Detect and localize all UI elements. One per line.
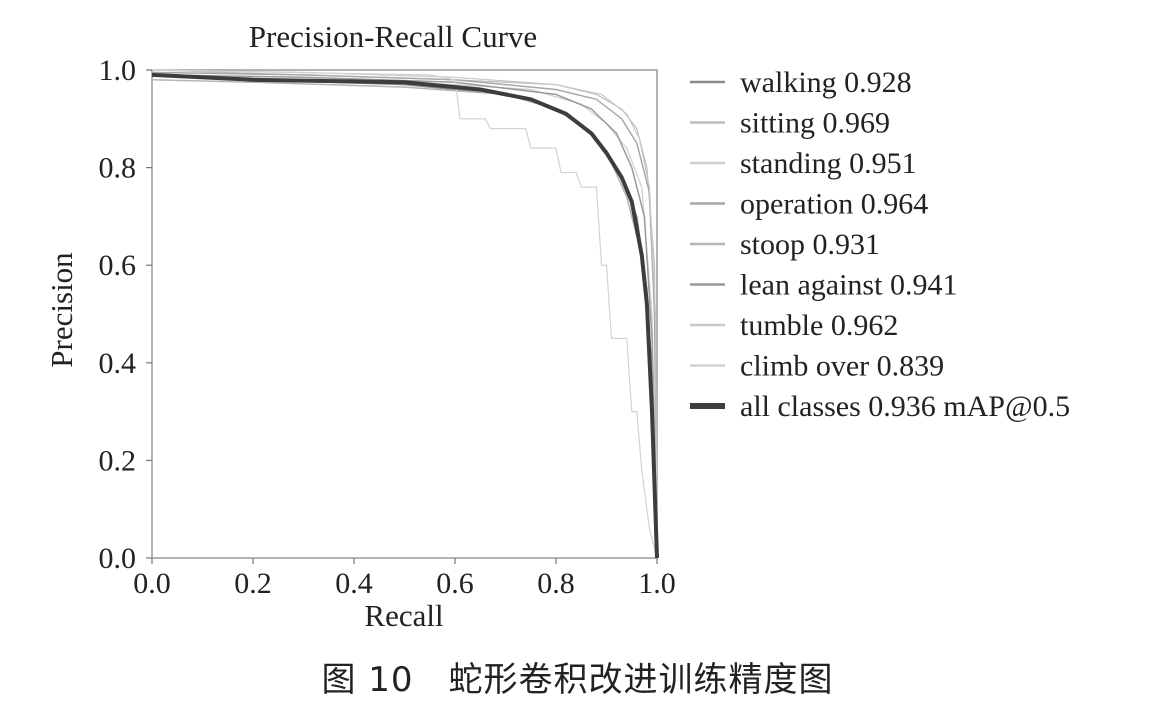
- y-tick-label: 0.4: [99, 347, 137, 380]
- legend-entry-7: tumble 0.962: [740, 309, 898, 342]
- legend-entry-9: all classes 0.936 mAP@0.5: [740, 390, 1070, 423]
- plot-area: 0.0 0.2 0.4 0.6 0.8 1.0 0.0 0.2 0.4 0.6 0.8 1.0: [99, 54, 676, 600]
- series-line-3: [151, 74, 658, 559]
- series-line-4: [151, 71, 658, 559]
- x-tick-label: 0.6: [436, 567, 474, 600]
- legend-entry-3: standing 0.951: [740, 147, 917, 180]
- x-tick-label: 0.4: [335, 567, 373, 600]
- series-line-6: [151, 74, 658, 559]
- legend-entry-1: walking 0.928: [740, 66, 912, 99]
- plot-frame: [151, 69, 658, 559]
- x-tick-label: 0.8: [537, 567, 575, 600]
- pr-curve-chart: Precision-Recall Curve 0.0 0.2 0.4 0.6 0.8 1.…: [44, 19, 1070, 633]
- series-line-8: [151, 69, 658, 559]
- y-tick-label: 1.0: [99, 54, 137, 87]
- y-tick-label: 0.2: [99, 444, 137, 477]
- legend-entry-5: stoop 0.931: [740, 228, 880, 261]
- series-line-2: [151, 69, 658, 559]
- y-tick-label: 0.6: [99, 249, 137, 282]
- series-line-1: [151, 74, 658, 559]
- chart-title: Precision-Recall Curve: [249, 19, 537, 54]
- legend-entry-4: operation 0.964: [740, 188, 928, 221]
- series-line-5: [151, 79, 658, 559]
- series-line-9: [151, 72, 659, 559]
- figure-caption: 图 10 蛇形卷积改进训练精度图: [321, 660, 834, 700]
- series-line-7: [151, 69, 658, 559]
- legend-entry-8: climb over 0.839: [740, 350, 944, 383]
- x-tick-label: 0.0: [133, 567, 171, 600]
- y-axis-label: Precision: [44, 252, 79, 368]
- legend-entry-6: lean against 0.941: [740, 269, 957, 302]
- x-tick-label: 0.2: [234, 567, 272, 600]
- x-tick-label: 1.0: [638, 567, 676, 600]
- y-tick-label: 0.8: [99, 152, 137, 185]
- legend: walking 0.928 sitting 0.969 standing 0.951…: [690, 66, 1070, 423]
- y-tick-label: 0.0: [99, 542, 137, 575]
- x-axis-label: Recall: [364, 598, 443, 633]
- legend-entry-2: sitting 0.969: [740, 107, 890, 140]
